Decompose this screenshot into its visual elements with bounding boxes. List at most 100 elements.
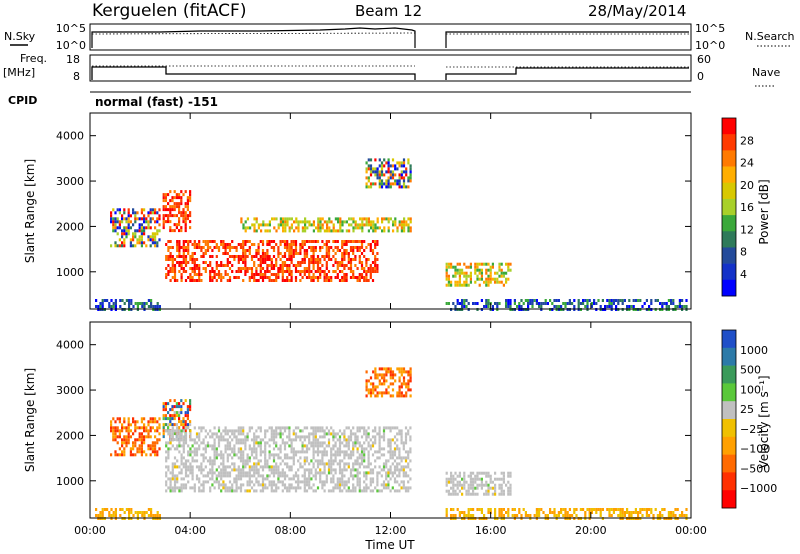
range-cell	[663, 508, 666, 511]
range-cell	[511, 514, 514, 517]
range-cell	[363, 471, 366, 475]
range-cell	[617, 508, 620, 511]
range-cell	[400, 373, 403, 377]
range-cell	[621, 299, 624, 302]
range-cell	[237, 261, 240, 264]
range-cell	[162, 405, 165, 409]
range-cell	[198, 276, 201, 279]
range-cell	[404, 486, 408, 490]
range-cell	[226, 252, 229, 255]
range-cell	[175, 205, 178, 209]
range-cell	[685, 514, 688, 517]
range-cell	[244, 255, 247, 258]
range-cell	[169, 414, 172, 418]
range-cell	[255, 273, 258, 276]
range-cell	[535, 302, 538, 305]
range-cell	[186, 214, 189, 218]
range-cell	[171, 414, 174, 418]
range-cell	[312, 435, 315, 439]
range-cell	[487, 302, 490, 305]
range-cell	[321, 456, 324, 460]
colorbar-tick-label: −25	[740, 423, 763, 436]
range-cell	[507, 508, 510, 511]
range-cell	[180, 429, 183, 433]
range-cell	[491, 305, 494, 308]
range-cell	[312, 441, 315, 445]
range-cell	[255, 456, 258, 460]
date-title: 28/May/2014	[588, 2, 686, 20]
range-cell	[683, 514, 686, 517]
range-cell	[114, 453, 117, 457]
range-cell	[374, 246, 377, 249]
range-cell	[461, 299, 464, 302]
range-cell	[409, 426, 412, 430]
range-cell	[445, 283, 448, 287]
range-cell	[407, 388, 410, 392]
range-cell	[141, 302, 144, 305]
range-cell	[178, 465, 181, 469]
range-cell	[400, 486, 403, 490]
range-cell	[382, 465, 386, 469]
range-cell	[383, 379, 386, 383]
range-cell	[367, 432, 370, 436]
range-cell	[156, 429, 159, 433]
range-cell	[184, 462, 188, 466]
range-cell	[469, 271, 472, 275]
range-cell	[169, 429, 172, 433]
range-cell	[303, 261, 306, 264]
range-cell	[140, 244, 143, 248]
range-cell	[365, 447, 368, 451]
range-cell	[396, 444, 399, 448]
range-cell	[347, 240, 350, 243]
range-cell	[502, 471, 505, 475]
range-cell	[349, 450, 353, 454]
range-cell	[303, 270, 306, 273]
range-cell	[123, 226, 126, 230]
range-cell	[235, 474, 238, 478]
range-cell	[283, 474, 287, 478]
range-cell	[116, 429, 119, 433]
range-cell	[178, 223, 181, 227]
range-cell	[277, 276, 280, 279]
range-cell	[228, 489, 232, 493]
range-cell	[367, 176, 370, 180]
range-cell	[228, 243, 232, 246]
range-cell	[112, 223, 115, 227]
range-cell	[505, 302, 508, 305]
range-cell	[352, 483, 355, 487]
range-cell	[202, 474, 205, 478]
range-cell	[264, 435, 267, 439]
range-cell	[326, 229, 329, 233]
range-cell	[358, 276, 361, 279]
range-cell	[467, 265, 470, 269]
range-cell	[549, 508, 552, 511]
range-cell	[356, 468, 359, 472]
range-cell	[330, 258, 333, 261]
range-cell	[323, 447, 326, 451]
range-cell	[215, 477, 218, 481]
range-cell	[169, 432, 172, 436]
range-cell	[301, 220, 304, 224]
range-cell	[204, 465, 207, 469]
range-cell	[242, 243, 245, 246]
range-cell	[213, 453, 216, 457]
range-cell	[167, 468, 170, 472]
range-cell	[661, 305, 664, 308]
range-cell	[382, 447, 386, 451]
range-cell	[235, 246, 238, 249]
range-cell	[502, 477, 505, 481]
range-cell	[370, 220, 373, 224]
range-cell	[171, 462, 174, 466]
range-cell	[143, 214, 146, 218]
colorbar-swatch	[722, 215, 736, 232]
range-cell	[606, 305, 609, 308]
range-cell	[619, 299, 622, 302]
range-cell	[404, 441, 408, 445]
range-cell	[372, 170, 375, 174]
colorbar-swatch	[722, 279, 736, 297]
range-cell	[264, 453, 267, 457]
range-cell	[175, 402, 178, 406]
range-cell	[360, 240, 364, 243]
range-cell	[371, 435, 375, 439]
range-cell	[374, 243, 377, 246]
